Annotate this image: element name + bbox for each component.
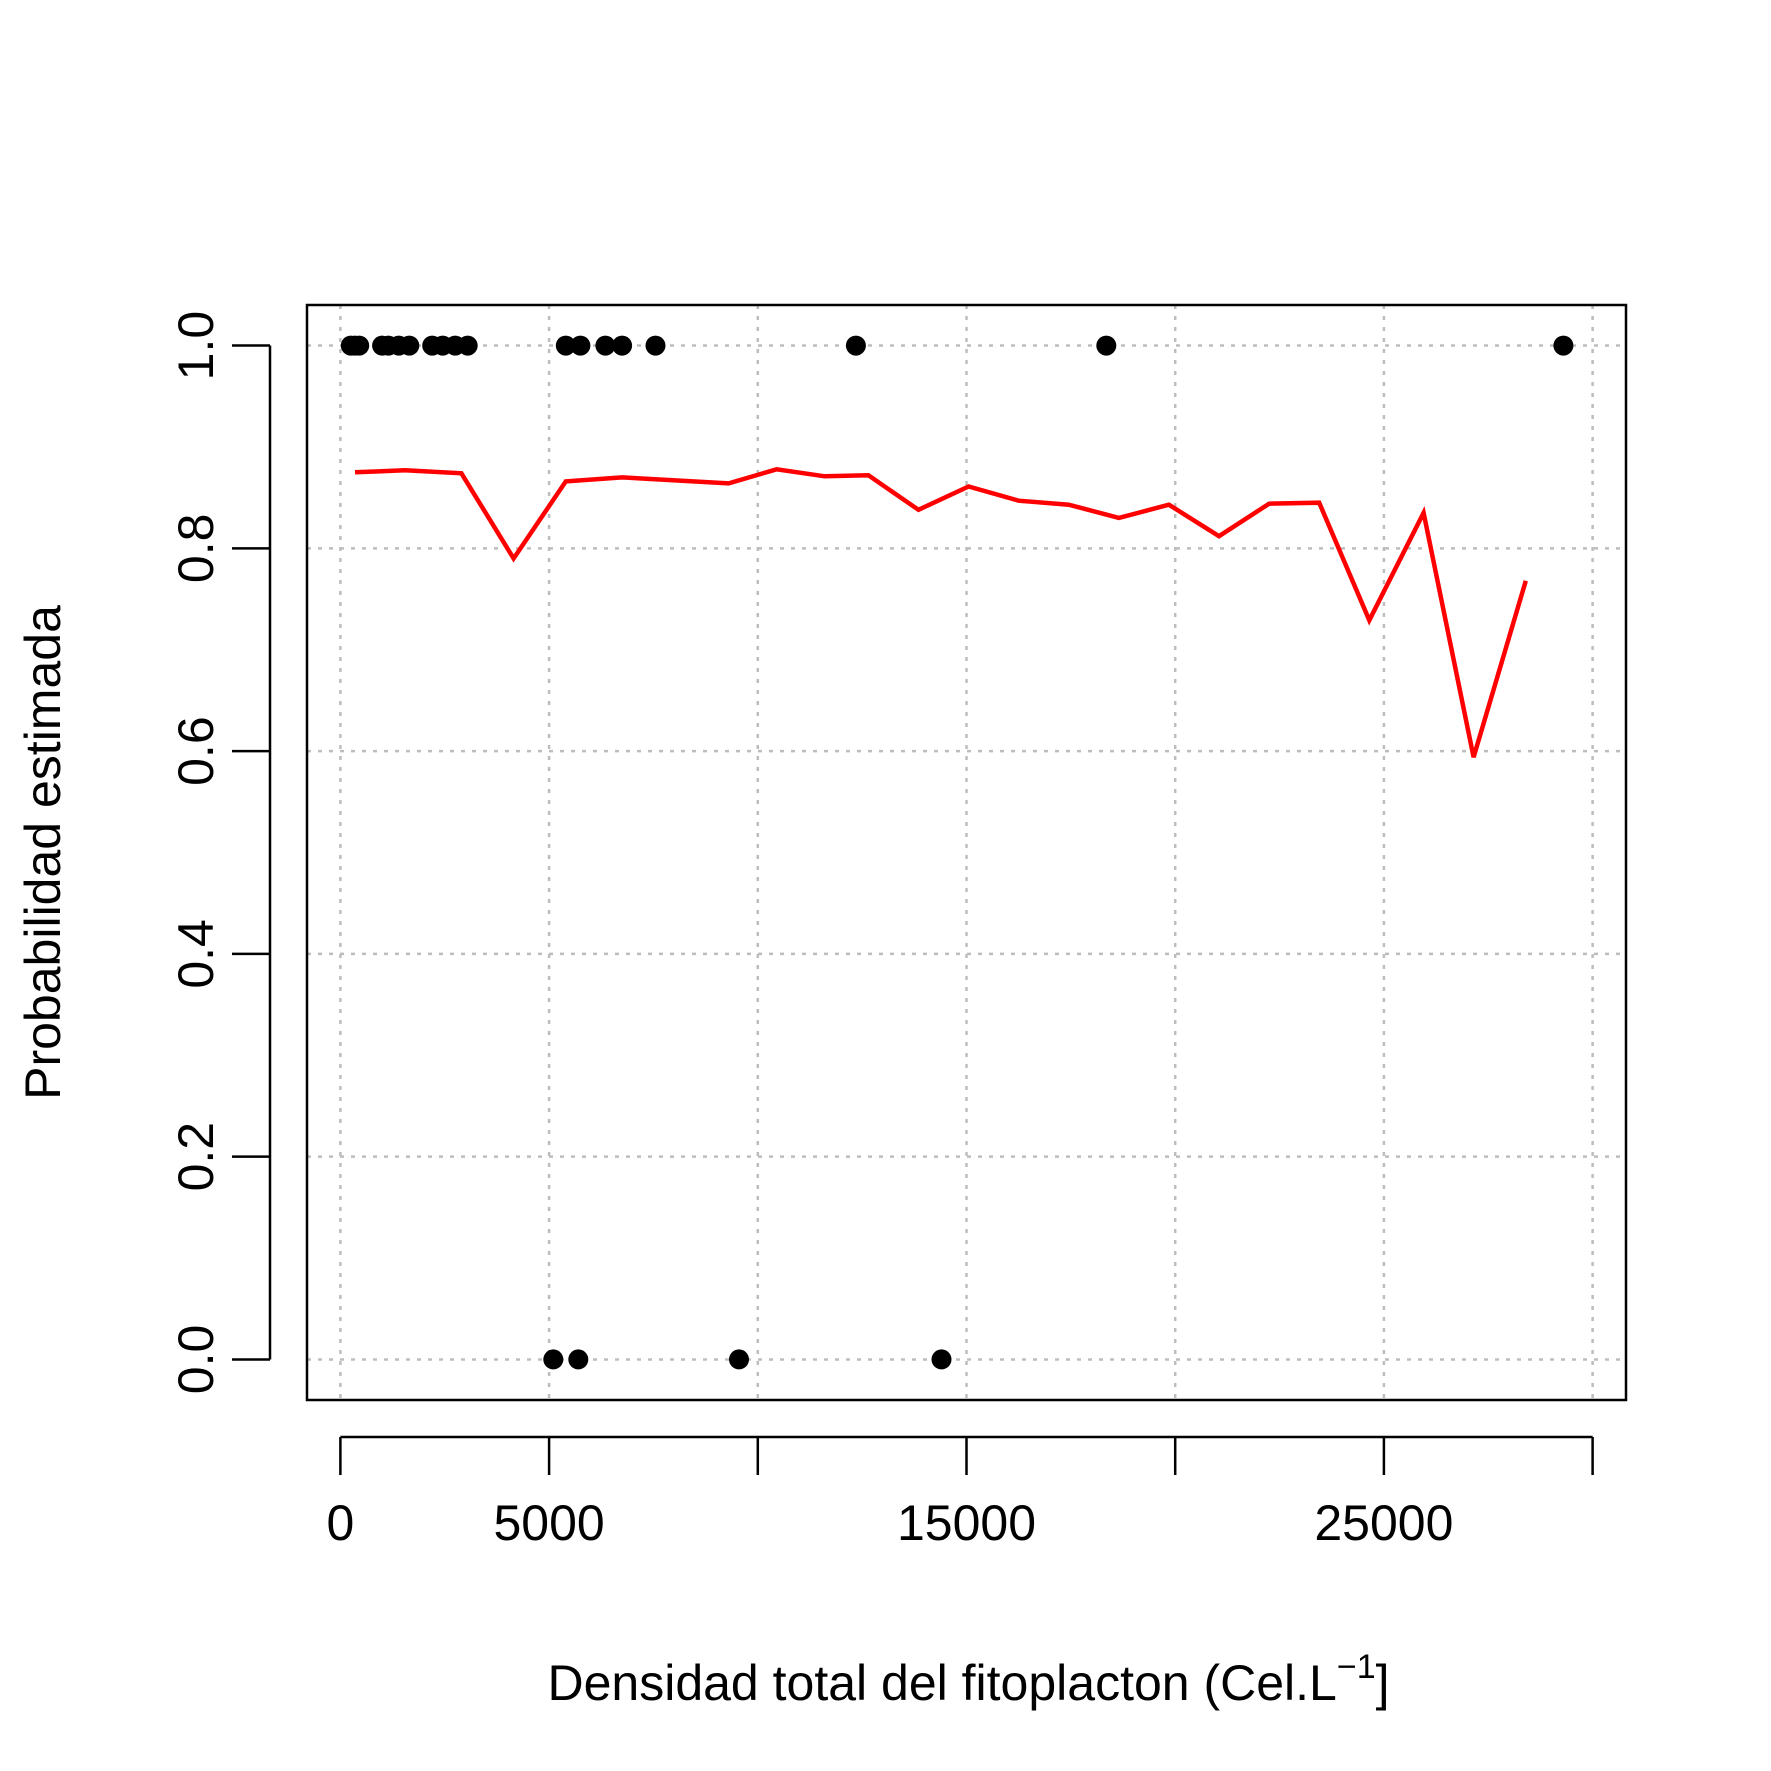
grid-layer xyxy=(307,305,1626,1400)
x-axis: 0 5000 15000 25000 xyxy=(326,1435,1594,1551)
data-point-13 xyxy=(595,335,616,356)
x-axis-label-main: Densidad total del fitoplacton (Cel.L xyxy=(547,1655,1336,1711)
series-layer xyxy=(340,335,1574,1370)
data-point-22 xyxy=(931,1349,952,1370)
y-tick-label-1: 0.2 xyxy=(168,1122,224,1192)
data-point-6 xyxy=(399,335,420,356)
series-line-1 xyxy=(354,467,1528,758)
data-point-12 xyxy=(570,335,591,356)
data-point-10 xyxy=(457,335,478,356)
x-tick-label-3: 15000 xyxy=(897,1495,1036,1551)
x-axis-label-suffix: ] xyxy=(1376,1655,1390,1711)
x-axis-label: Densidad total del fitoplacton (Cel.L−1] xyxy=(547,1648,1389,1711)
data-point-16 xyxy=(845,335,866,356)
data-point-2 xyxy=(349,335,370,356)
y-tick-label-2: 0.4 xyxy=(168,919,224,989)
x-tick-label-5: 25000 xyxy=(1314,1495,1453,1551)
data-point-21 xyxy=(729,1349,749,1370)
y-tick-label-4: 0.8 xyxy=(168,514,224,584)
y-tick-label-5: 1.0 xyxy=(168,311,224,381)
data-point-18 xyxy=(1553,335,1574,356)
data-point-17 xyxy=(1096,335,1117,356)
y-axis-label: Probabilidad estimada xyxy=(15,605,71,1100)
data-point-11 xyxy=(555,335,576,356)
data-point-19 xyxy=(543,1349,564,1370)
x-axis-label-superscript: −1 xyxy=(1337,1648,1376,1686)
data-point-14 xyxy=(612,335,633,356)
y-axis: 0.0 0.2 0.4 0.6 0.8 1.0 xyxy=(168,311,272,1395)
y-tick-label-3: 0.6 xyxy=(168,716,224,786)
data-point-15 xyxy=(645,335,666,356)
x-tick-label-0: 0 xyxy=(326,1495,354,1551)
y-tick-label-0: 0.0 xyxy=(168,1325,224,1395)
data-point-20 xyxy=(568,1349,589,1370)
x-tick-label-1: 5000 xyxy=(493,1495,604,1551)
plot-box xyxy=(305,303,1628,1402)
